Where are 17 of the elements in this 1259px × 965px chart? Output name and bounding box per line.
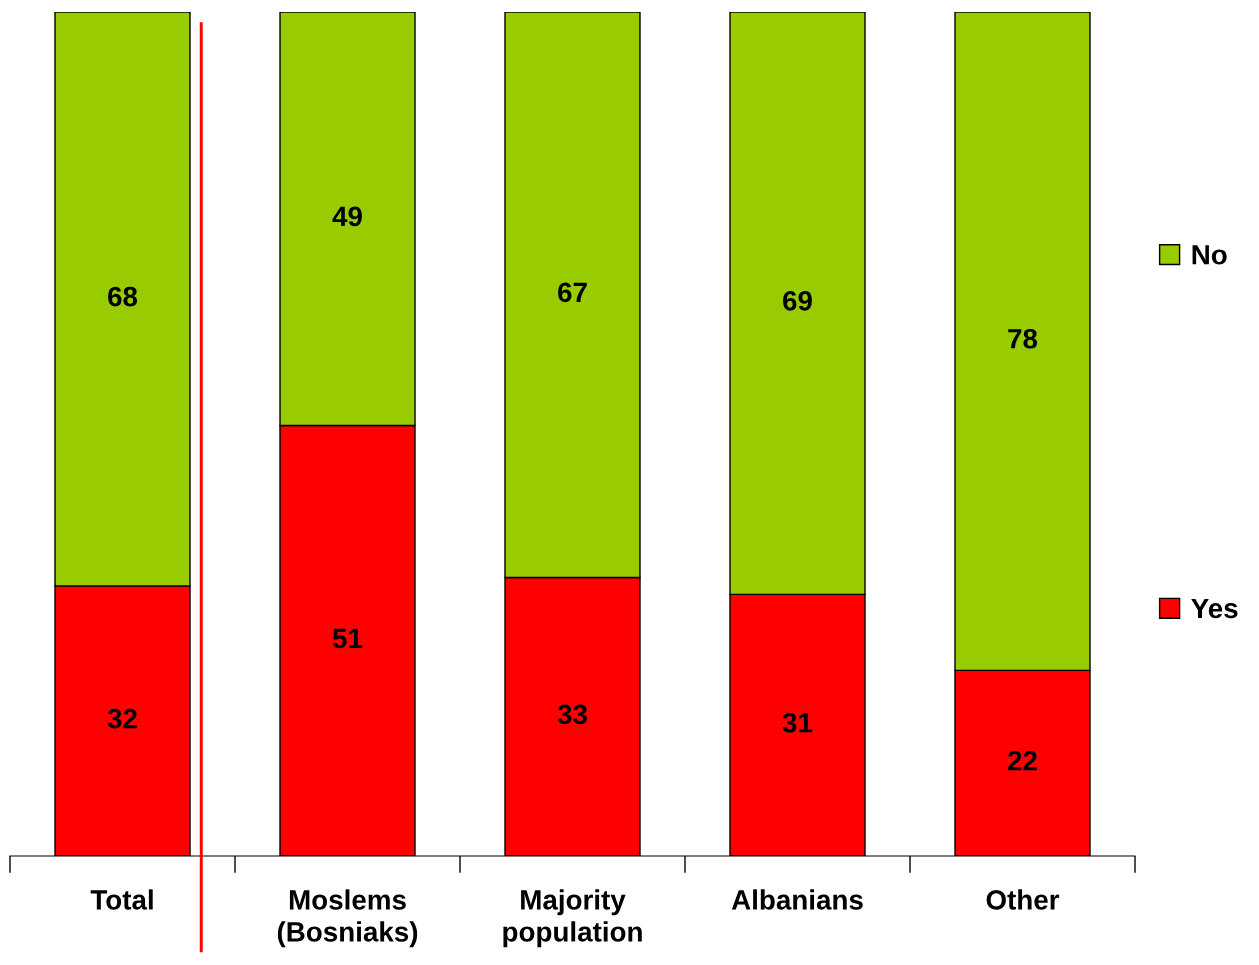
legend-label: Yes xyxy=(1191,598,1238,619)
data-label: 31 xyxy=(782,712,813,733)
data-label: 69 xyxy=(783,290,812,311)
x-tick-label: Majority population xyxy=(503,889,642,948)
x-tick-label: Other xyxy=(986,889,1060,910)
data-label: 51 xyxy=(332,628,363,649)
data-label: 32 xyxy=(107,708,137,729)
x-tick-label: Moslems (Bosniaks) xyxy=(277,889,418,948)
data-label: 49 xyxy=(332,206,362,227)
legend-label: No xyxy=(1192,245,1227,265)
x-tick-label: Total xyxy=(90,889,153,910)
data-label: 22 xyxy=(1008,750,1037,771)
data-label: 67 xyxy=(558,282,587,303)
x-tick-label: Albanians xyxy=(731,889,863,910)
data-label: 68 xyxy=(108,286,138,307)
data-label: 33 xyxy=(557,704,587,725)
data-label: 78 xyxy=(1008,328,1038,349)
